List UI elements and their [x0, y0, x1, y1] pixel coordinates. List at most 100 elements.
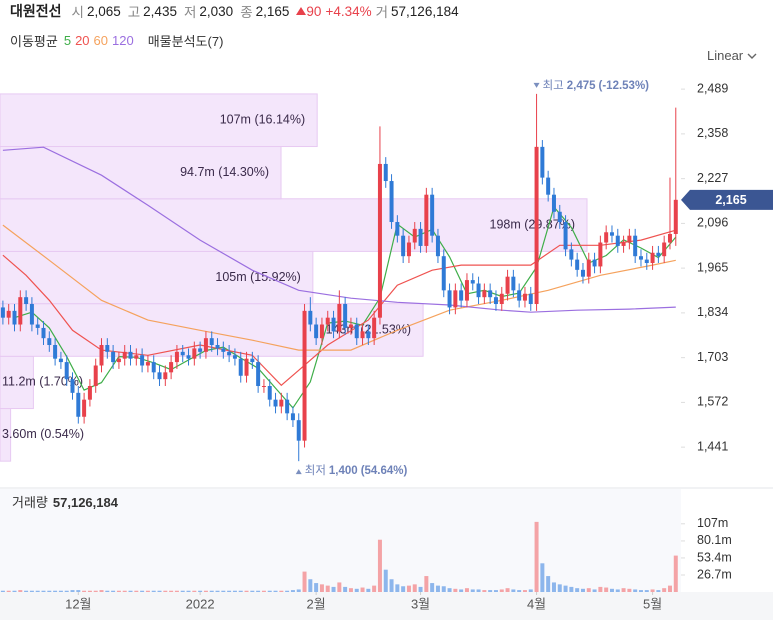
- volume-bar: [0, 590, 5, 592]
- quote-value: 2,435: [143, 3, 177, 19]
- candle-body: [128, 351, 133, 359]
- candle-body: [279, 399, 284, 407]
- volume-bar: [569, 586, 574, 592]
- volume-bar: [482, 590, 487, 592]
- candle-body: [331, 317, 336, 332]
- volume-bar: [267, 590, 272, 592]
- volume-bar: [314, 583, 319, 592]
- candle-body: [308, 310, 313, 325]
- x-tick-label: 4월: [527, 596, 546, 611]
- candle-body: [569, 249, 574, 260]
- volume-bar: [186, 590, 191, 592]
- candle-body: [111, 351, 116, 363]
- volume-bar: [122, 590, 127, 592]
- volume-bar: [662, 588, 667, 592]
- candle-body: [505, 276, 510, 294]
- scale-selector[interactable]: Linear: [707, 48, 757, 63]
- volume-bar: [209, 590, 214, 592]
- y-tick-label: 2,227: [697, 171, 728, 185]
- annotation-value: 1,400: [329, 465, 358, 477]
- volume-bar: [296, 589, 301, 592]
- volume-bar: [453, 588, 458, 592]
- candle-body: [302, 310, 307, 441]
- annotation-value: 2,475: [567, 80, 596, 92]
- annotation: 최저 1,400 (54.64%): [305, 464, 408, 477]
- candle-body: [256, 362, 261, 387]
- volume-bar: [105, 590, 110, 592]
- candle-body: [609, 232, 614, 236]
- overlay: 2,489 2,358 2,227 2,096 1,965 1,834 1,703 1,572…: [0, 79, 773, 611]
- annotation: 최고 2,475 (-12.53%): [543, 79, 650, 92]
- volume-bar: [592, 589, 597, 592]
- volume-bar: [29, 590, 34, 592]
- candle-body: [238, 358, 243, 376]
- candle-body: [575, 259, 580, 270]
- volume-label: 거: [375, 5, 389, 20]
- profile-bar: [0, 198, 588, 252]
- candle-body: [389, 181, 394, 223]
- candle-body: [203, 338, 208, 352]
- legend-title: 이동평균: [10, 33, 58, 49]
- volume-bar: [24, 590, 29, 592]
- volume-bar: [244, 590, 249, 592]
- candle-body: [348, 324, 353, 328]
- candle-body: [638, 256, 643, 260]
- candle-body: [406, 242, 411, 257]
- candle-body: [198, 348, 203, 352]
- profile-bar: [0, 146, 282, 200]
- volume-bar: [134, 590, 139, 592]
- volume-bar: [551, 582, 556, 592]
- candle-body: [18, 297, 23, 325]
- quote-value: 2,030: [199, 3, 234, 19]
- candle-body: [621, 242, 626, 246]
- ma-line: [2, 146, 676, 313]
- candle-body: [157, 372, 162, 380]
- profile-bar: [0, 93, 318, 148]
- volume-bar: [53, 590, 58, 592]
- volume-bar: [180, 590, 185, 592]
- volume-bar: [366, 588, 371, 592]
- quote-label: 저: [183, 5, 197, 20]
- candle-body: [250, 358, 255, 363]
- quote-header: 대원전선 시 2,065 고 2,435 저 2,030 종 2,165 90 +4.3…: [10, 1, 466, 21]
- scale-label: Linear: [707, 48, 744, 63]
- volume-bar: [418, 586, 423, 592]
- legend-entry: 120: [112, 32, 134, 48]
- candle-body: [499, 293, 504, 305]
- profile-label: 3.60m (0.54%): [2, 427, 84, 441]
- volume-bar: [563, 585, 568, 592]
- candle-body: [650, 252, 655, 264]
- profile-label: 94.7m (14.30%): [180, 165, 269, 179]
- candle-body: [76, 392, 81, 417]
- volume-bar: [151, 590, 156, 592]
- volume-bar: [470, 589, 475, 592]
- candle-body: [261, 386, 266, 388]
- candle-body: [476, 283, 481, 298]
- volume-bar: [337, 582, 342, 592]
- y-tick-label: 2,096: [697, 216, 728, 230]
- price-pane: 3.60m (0.54%) 11.2m (1.70%) 143m (21.53%) 1…: [0, 93, 678, 462]
- profile-legend[interactable]: 매물분석도(7): [147, 33, 224, 49]
- quote-label: 종: [240, 5, 253, 20]
- volume-bar: [540, 563, 545, 592]
- candle-body: [488, 290, 493, 298]
- y2-tick-label: 26.7m: [697, 567, 732, 581]
- volume-bar: [586, 588, 591, 592]
- ma-line: [2, 224, 676, 351]
- profile-label: 198m (29.87%): [490, 217, 575, 231]
- candle-body: [528, 293, 533, 305]
- profile-label: 143m (21.53%): [326, 322, 411, 336]
- volume-bar: [325, 585, 330, 592]
- x-tick-label: 3월: [411, 596, 430, 611]
- candle-body: [267, 386, 272, 400]
- x-tick-label: 5월: [643, 596, 662, 611]
- volume-title-value: 57,126,184: [53, 495, 119, 510]
- volume-bar: [47, 590, 52, 592]
- profile-bar: [0, 250, 314, 305]
- volume-bar: [273, 590, 278, 592]
- volume-bar: [360, 587, 365, 592]
- volume-bar: [319, 584, 324, 592]
- candle-body: [557, 211, 562, 223]
- candle-body: [221, 348, 226, 352]
- volume-bar: [238, 590, 243, 592]
